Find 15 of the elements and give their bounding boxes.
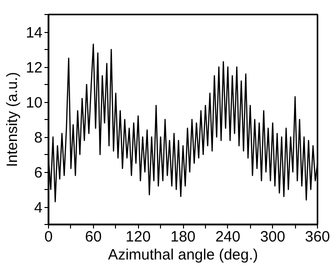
y-tick-label: 6 — [34, 164, 42, 182]
x-tick-label: 0 — [44, 228, 53, 246]
x-tick-label: 60 — [84, 228, 102, 246]
x-tick-label: 120 — [126, 228, 151, 246]
x-tick-label: 240 — [215, 228, 240, 246]
x-tick-label: 180 — [170, 228, 196, 246]
x-tick-label: 300 — [260, 228, 286, 246]
y-tick-label: 8 — [34, 130, 42, 146]
y-tick-label: 12 — [26, 60, 43, 76]
y-axis-title: Intensity (a.u.) — [4, 72, 21, 168]
x-tick-label: 360 — [304, 228, 330, 246]
y-tick-label: 14 — [26, 24, 43, 42]
y-tick-label: 4 — [34, 200, 42, 216]
y-tick-label: 10 — [26, 94, 43, 112]
x-axis-title: Azimuthal angle (deg.) — [108, 246, 258, 264]
